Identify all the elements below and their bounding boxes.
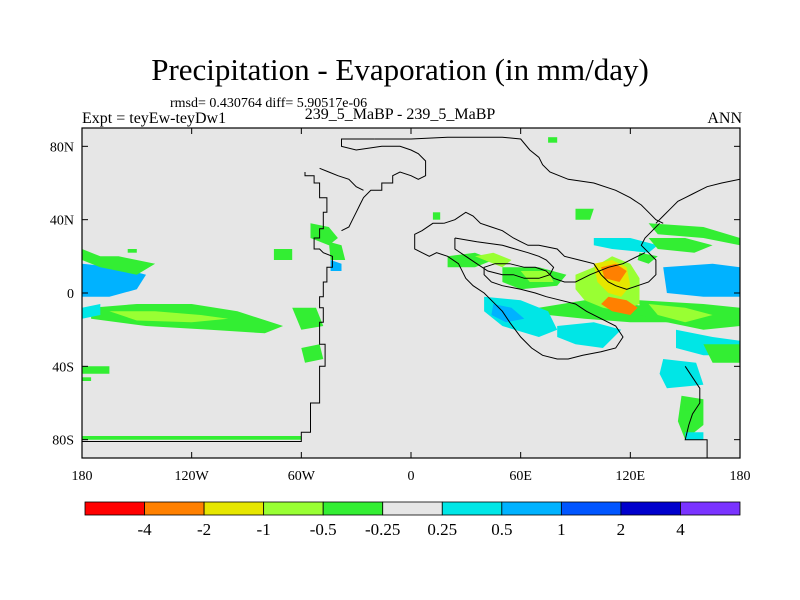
coastline-1 <box>341 138 427 232</box>
contour-region-nw-pacific-cyan <box>593 238 658 253</box>
colorbar-swatch <box>263 501 324 516</box>
coastline-2 <box>374 136 664 224</box>
stats-label: rmsd= 0.430764 diff= 5.90517e-06 <box>170 96 368 111</box>
contour-region-arctic-green-3 <box>575 208 594 220</box>
contour-region-australia-green <box>637 252 658 264</box>
contour-region-africa-mid-light <box>520 271 554 282</box>
x-tick-label: 0 <box>408 469 415 484</box>
contour-region-east-cyan-antarctic <box>685 432 704 440</box>
colorbar-label: 1 <box>557 520 566 539</box>
colorbar-swatch <box>620 501 681 516</box>
colorbar-label: 2 <box>617 520 626 539</box>
contour-region-pacific-south-light <box>109 311 229 323</box>
chart-title: Precipitation - Evaporation (in mm/day) <box>151 52 649 87</box>
coastline-5 <box>443 211 660 290</box>
contour-region-east-cyan-south-2 <box>659 359 704 389</box>
contour-region-east-cyan-band <box>663 263 740 297</box>
colorbar-swatch <box>501 501 562 516</box>
colorbar-label: -1 <box>257 520 271 539</box>
contour-region-north-atlantic-green <box>310 223 338 246</box>
y-tick-label: 40S <box>52 360 74 375</box>
contour-region-nw-pacific-green <box>648 223 740 246</box>
colorbar-label: -4 <box>137 520 152 539</box>
colorbar-swatch <box>322 501 384 516</box>
contour-region-east-green-south <box>703 344 740 363</box>
contour-region-antarctic-green-strip <box>82 436 302 440</box>
experiment-label: Expt = teyEw-teyDw1 <box>82 110 227 127</box>
y-tick-label: 80S <box>52 434 74 449</box>
plot-background <box>82 128 740 458</box>
coastline-0 <box>82 172 333 442</box>
contour-region-north-green <box>648 238 713 253</box>
contour-region-pacific-north-green <box>82 249 156 275</box>
colorbar-label: -0.5 <box>310 520 337 539</box>
y-tick-label: 40N <box>50 214 74 229</box>
contour-region-central-orange-south <box>601 296 638 315</box>
contour-region-southern-ocean-green <box>82 366 110 374</box>
colorbar-swatch <box>203 501 265 516</box>
coastline-6 <box>414 222 646 360</box>
contour-region-central-cyan-south <box>557 322 622 348</box>
contour-region-east-green-small-1 <box>685 403 697 411</box>
colorbar-swatch <box>84 501 145 516</box>
contour-region-atlantic-south-green <box>292 307 324 330</box>
contour-region-east-light-band <box>648 304 713 323</box>
coastline-3 <box>319 167 364 191</box>
colorbar-swatch <box>680 501 741 516</box>
contour-region-npacific-small <box>127 249 137 253</box>
colorbar-label: -2 <box>197 520 211 539</box>
colorbar-swatch <box>382 501 443 516</box>
colorbar-label: 0.5 <box>491 520 512 539</box>
contour-region-atlantic-coast-blue <box>330 260 342 271</box>
colorbar: -4 -2 -1 -0.5 -0.25 0.25 0.5 1 2 4 <box>84 501 741 539</box>
x-tick-label: 180 <box>730 469 751 484</box>
x-tick-label: 120E <box>616 469 646 484</box>
colorbar-swatch <box>144 501 205 516</box>
contour-region-atlantic-south-green-2 <box>301 344 324 363</box>
contour-region-southern-ocean-green-2 <box>82 377 92 381</box>
season-label: ANN <box>707 110 742 127</box>
contour-region-central-orange-north <box>601 263 627 282</box>
x-tick-label: 60W <box>288 469 316 484</box>
coastline-8 <box>684 366 708 458</box>
x-tick-label: 60E <box>509 469 532 484</box>
contour-region-arctic-green-2 <box>432 212 441 220</box>
y-tick-label: 0 <box>67 287 74 302</box>
coastline-7 <box>454 237 555 279</box>
center-label: 239_5_MaBP - 239_5_MaBP <box>304 106 496 123</box>
x-tick-label: 180 <box>72 469 93 484</box>
coastline-9 <box>655 178 740 224</box>
contour-region-pacific-south-cyan <box>82 304 101 319</box>
x-tick-label: 120W <box>175 469 210 484</box>
y-tick-label: 80N <box>50 140 74 155</box>
colorbar-swatch <box>441 501 503 516</box>
contour-region-atlantic-coast-green <box>328 241 346 260</box>
contour-region-arctic-green-1 <box>548 137 558 143</box>
colorbar-label: 4 <box>676 520 685 539</box>
colorbar-label: -0.25 <box>365 520 400 539</box>
colorbar-label: 0.25 <box>427 520 457 539</box>
contour-region-atlantic-southwest-green <box>273 249 293 260</box>
colorbar-swatch <box>560 501 622 516</box>
